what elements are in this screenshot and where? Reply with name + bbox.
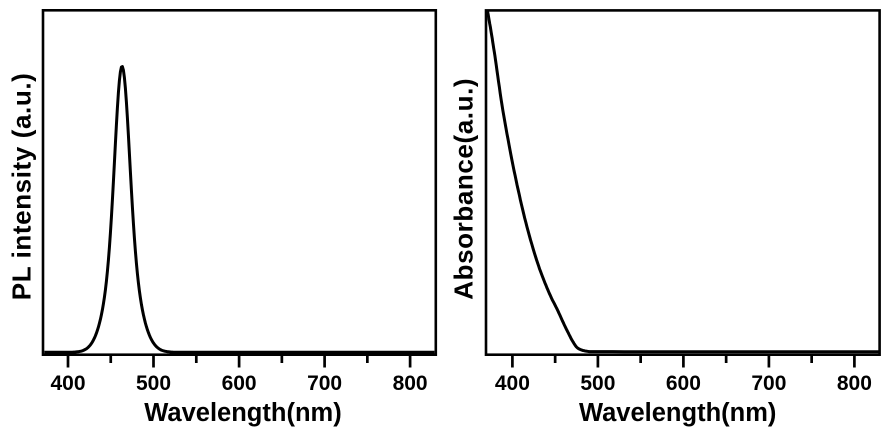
- svg-text:400: 400: [50, 372, 85, 395]
- svg-text:PL intensity (a.u.): PL intensity (a.u.): [6, 73, 36, 301]
- svg-text:600: 600: [222, 372, 257, 395]
- svg-text:500: 500: [580, 372, 615, 395]
- svg-text:Wavelength(nm): Wavelength(nm): [144, 399, 341, 427]
- svg-text:600: 600: [666, 372, 701, 395]
- svg-text:800: 800: [393, 372, 428, 395]
- svg-text:Absorbance(a.u.): Absorbance(a.u.): [449, 78, 479, 300]
- svg-text:400: 400: [495, 372, 530, 395]
- svg-text:700: 700: [751, 372, 786, 395]
- svg-text:500: 500: [136, 372, 171, 395]
- svg-text:800: 800: [837, 372, 872, 395]
- svg-text:700: 700: [307, 372, 342, 395]
- svg-text:Wavelength(nm): Wavelength(nm): [579, 399, 776, 427]
